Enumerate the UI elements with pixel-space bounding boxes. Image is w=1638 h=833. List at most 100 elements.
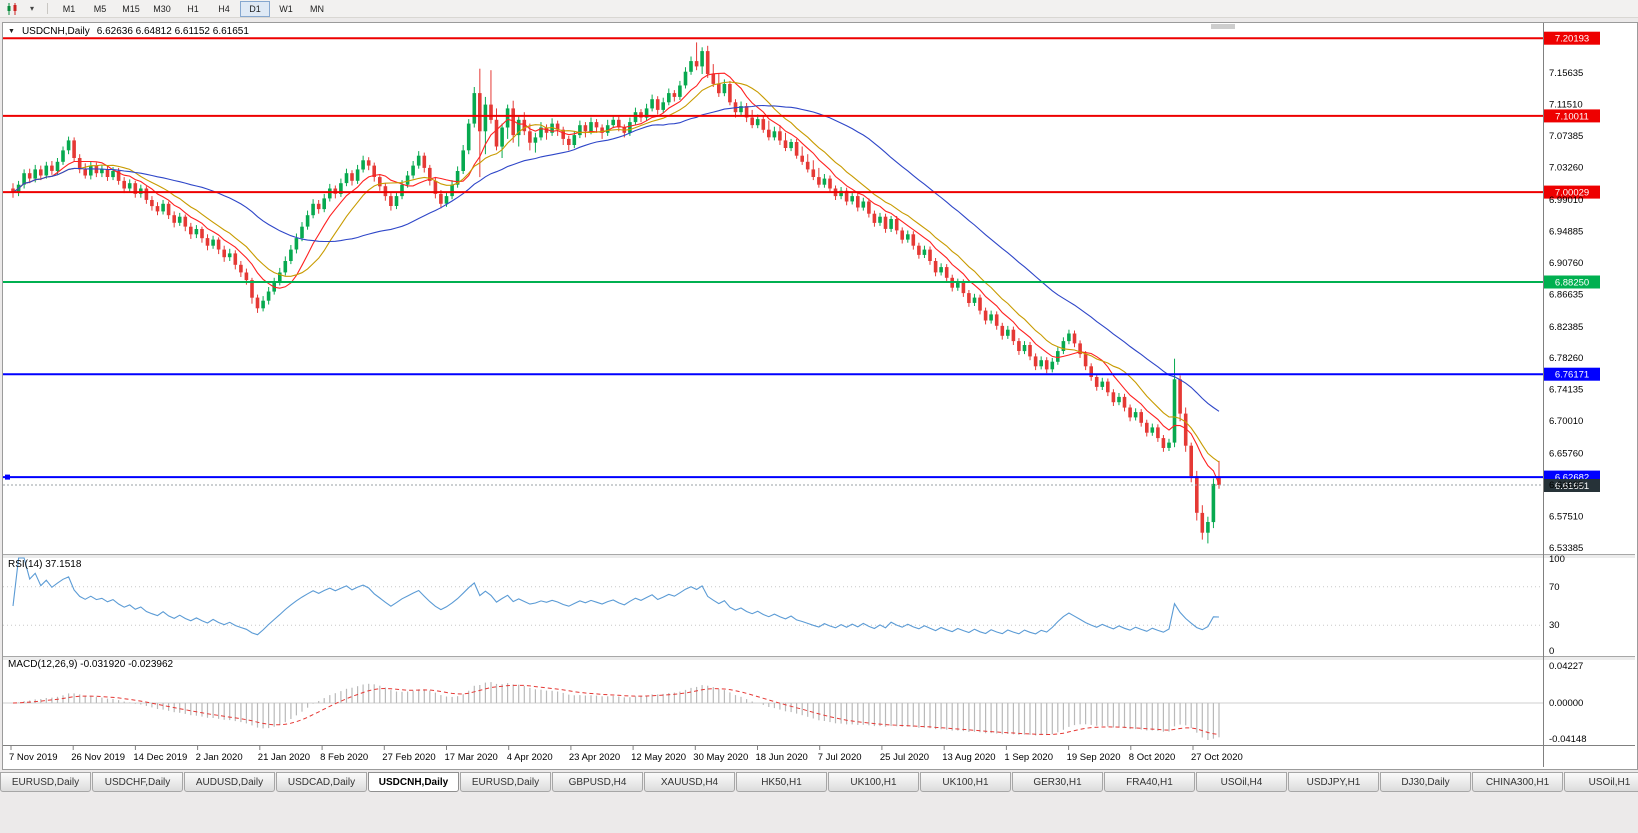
timeframe-button-m1[interactable]: M1 (62, 3, 76, 14)
hline-price-label: 6.88250 (1555, 278, 1589, 289)
price-axis-label: 6.82385 (1549, 322, 1583, 333)
macd-axis-label: 0.04227 (1549, 661, 1583, 672)
chart-tab-china300-h1[interactable]: CHINA300,H1 (1472, 772, 1563, 792)
timeframe-button-h4[interactable]: H4 (218, 3, 230, 14)
hline-price-label: 7.20193 (1555, 34, 1589, 45)
chart-tab-usdcad-daily[interactable]: USDCAD,Daily (276, 772, 367, 792)
macd-axis-label: 0.00000 (1549, 698, 1583, 709)
chart-title: ▼ USDCNH,Daily 6.62636 6.64812 6.61152 6… (8, 26, 249, 37)
date-axis-label: 17 Mar 2020 (445, 752, 498, 763)
chart-tab-fra40-h1[interactable]: FRA40,H1 (1104, 772, 1195, 792)
timeframe-button-d1[interactable]: D1 (240, 0, 270, 17)
rsi-axis-label: 70 (1549, 582, 1560, 593)
toolbar-separator (47, 3, 48, 14)
date-axis-label: 8 Feb 2020 (320, 752, 368, 763)
timeframe-button-m5[interactable]: M5 (93, 3, 107, 14)
date-axis-label: 26 Nov 2019 (71, 752, 125, 763)
chart-tab-usoil-h4[interactable]: USOil,H4 (1196, 772, 1287, 792)
price-axis-label: 6.94885 (1549, 226, 1583, 237)
chart-window: 7.20193 7.10011 7.00029 6.88250 6.76171 6.626… (2, 22, 1638, 770)
date-axis-label: 18 Jun 2020 (756, 752, 808, 763)
macd-indicator-label: MACD(12,26,9) -0.031920 -0.023962 (8, 659, 174, 670)
price-axis-label: 6.53385 (1549, 543, 1583, 554)
chart-tab-dj30-daily[interactable]: DJ30,Daily (1380, 772, 1471, 792)
chart-tab-usoil-h1[interactable]: USOil,H1 (1564, 772, 1638, 792)
rsi-axis-label: 30 (1549, 620, 1560, 631)
rsi-indicator-label: RSI(14) 37.1518 (8, 559, 82, 570)
horizontal-lines[interactable]: 7.20193 7.10011 7.00029 6.88250 6.76171 6.626… (3, 31, 1600, 484)
price-axis-label: 6.65760 (1549, 449, 1583, 460)
chart-tab-gbpusd-h4[interactable]: GBPUSD,H4 (552, 772, 643, 792)
date-axis-label: 30 May 2020 (693, 752, 748, 763)
date-axis-label: 21 Jan 2020 (258, 752, 310, 763)
chart-tab-eurusd-daily[interactable]: EURUSD,Daily (460, 772, 551, 792)
hline-price-tag (1544, 367, 1600, 381)
chart-tab-ger30-h1[interactable]: GER30,H1 (1012, 772, 1103, 792)
date-axis-label: 2 Jan 2020 (196, 752, 243, 763)
macd-panel: 0.04227 0.00000 -0.04148 (3, 661, 1587, 745)
chart-symbol-label: USDCNH,Daily (21, 26, 90, 37)
candlesticks (11, 42, 1221, 544)
macd-axis-label: -0.04148 (1549, 734, 1587, 745)
candlestick-chart-icon[interactable] (3, 2, 21, 16)
chart-ohlc-values: 6.62636 6.64812 6.61152 6.61651 (96, 26, 249, 37)
timeframe-button-m15[interactable]: M15 (122, 3, 140, 14)
chart-tab-usdjpy-h1[interactable]: USDJPY,H1 (1288, 772, 1379, 792)
price-axis-label: 7.11510 (1549, 100, 1583, 111)
rsi-axis-label: 100 (1549, 554, 1565, 565)
hline-price-label: 6.76171 (1555, 370, 1589, 381)
chart-tab-audusd-daily[interactable]: AUDUSD,Daily (184, 772, 275, 792)
date-axis-label: 27 Feb 2020 (382, 752, 435, 763)
timeframe-button-mn[interactable]: MN (310, 3, 324, 14)
current-price-marker: 6.61651 (3, 479, 1600, 492)
timeframe-button-m30[interactable]: M30 (153, 3, 171, 14)
date-axis-label: 19 Sep 2020 (1067, 752, 1121, 763)
panel-frames (3, 23, 1635, 767)
chart-tab-xauusd-h4[interactable]: XAUUSD,H4 (644, 772, 735, 792)
macd-signal-line (12, 684, 1220, 735)
date-axis-label: 13 Aug 2020 (942, 752, 995, 763)
rsi-panel: 100 70 30 0 (3, 554, 1565, 657)
chart-tab-uk100-h1[interactable]: UK100,H1 (828, 772, 919, 792)
date-axis-label: 8 Oct 2020 (1129, 752, 1175, 763)
price-axis-label: 6.74135 (1549, 385, 1583, 396)
rsi-axis-label: 0 (1549, 646, 1554, 657)
chevron-down-icon[interactable]: ▾ (29, 4, 34, 13)
timeframe-buttons: M1 M5 M15 M30 H1 H4 D1 W1 MN (54, 0, 332, 17)
hline-handle[interactable] (5, 474, 10, 480)
timeframe-toolbar: ▾ M1 M5 M15 M30 H1 H4 D1 W1 MN (0, 0, 1638, 18)
date-axis-label: 7 Nov 2019 (9, 752, 58, 763)
price-axis-label: 7.07385 (1549, 131, 1583, 142)
price-axis-label: 6.61635 (1549, 480, 1583, 491)
current-price-label: 6.61651 (1555, 481, 1589, 492)
hline-price-tag (1544, 275, 1600, 289)
price-axis-label: 6.78260 (1549, 353, 1583, 364)
hline-price-tag (1544, 31, 1600, 45)
date-axis-label: 27 Oct 2020 (1191, 752, 1243, 763)
price-axis-label: 6.90760 (1549, 258, 1583, 269)
date-axis-label: 12 May 2020 (631, 752, 686, 763)
chart-tab-uk100-h1[interactable]: UK100,H1 (920, 772, 1011, 792)
price-axis-label: 6.57510 (1549, 512, 1583, 523)
moving-average-lines (12, 72, 1220, 485)
timeframe-button-h1[interactable]: H1 (187, 3, 199, 14)
scrollbar-thumb[interactable] (1211, 24, 1235, 29)
chart-tab-hk50-h1[interactable]: HK50,H1 (736, 772, 827, 792)
price-axis-label: 6.99010 (1549, 195, 1583, 206)
chart-scrollbar[interactable] (3, 23, 1543, 30)
date-axis-label: 25 Jul 2020 (880, 752, 929, 763)
date-axis-label: 23 Apr 2020 (569, 752, 620, 763)
price-axis-label: 7.03260 (1549, 162, 1583, 173)
hline-price-tag (1544, 109, 1600, 123)
date-axis-label: 1 Sep 2020 (1004, 752, 1053, 763)
hline-price-label: 6.62682 (1555, 473, 1589, 484)
hline-price-label: 7.10011 (1555, 111, 1589, 122)
date-axis[interactable]: 7 Nov 2019 26 Nov 2019 14 Dec 2019 2 Jan 20… (9, 746, 1243, 763)
collapse-triangle-icon[interactable]: ▼ (8, 28, 15, 35)
chart-tab-usdchf-daily[interactable]: USDCHF,Daily (92, 772, 183, 792)
chart-tab-eurusd-daily[interactable]: EURUSD,Daily (0, 772, 91, 792)
timeframe-button-w1[interactable]: W1 (279, 3, 293, 14)
chart-tab-usdcnh-daily[interactable]: USDCNH,Daily (368, 772, 459, 792)
price-chart-canvas[interactable]: 7.20193 7.10011 7.00029 6.88250 6.76171 6.626… (3, 23, 1635, 767)
